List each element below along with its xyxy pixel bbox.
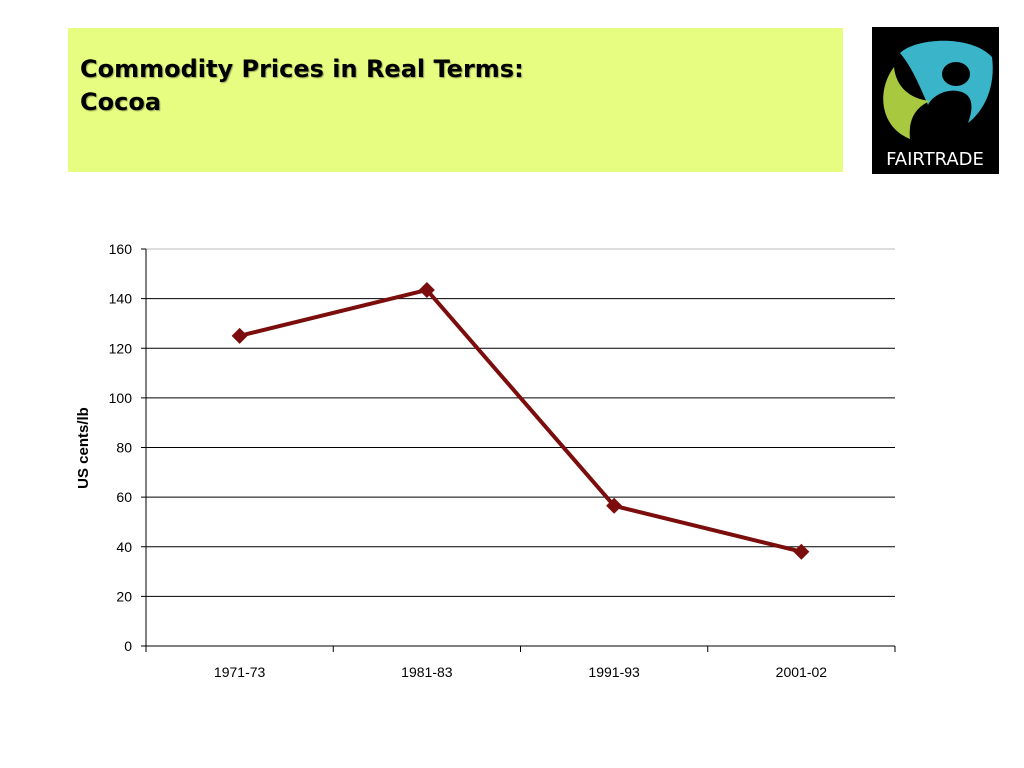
data-point — [418, 281, 435, 298]
fairtrade-mark-icon: FAIRTRADE — [883, 40, 993, 170]
y-tick-label: 40 — [116, 539, 132, 555]
data-point — [793, 543, 810, 560]
title-banner: Commodity Prices in Real Terms: Cocoa — [68, 28, 843, 172]
axes — [141, 248, 896, 652]
y-axis-label: US cents/lb — [75, 407, 92, 489]
data-point — [231, 327, 248, 344]
x-tick-labels: 1971-73 1981-83 1991-93 2001-02 — [214, 664, 827, 680]
slide-title: Commodity Prices in Real Terms: — [80, 55, 524, 83]
x-tick-label: 2001-02 — [776, 664, 828, 680]
fairtrade-logo: FAIRTRADE — [872, 27, 999, 174]
y-tick-label: 20 — [116, 588, 132, 604]
logo-text: FAIRTRADE — [886, 149, 984, 170]
x-tick-label: 1991-93 — [588, 664, 640, 680]
y-tick-label: 0 — [124, 638, 132, 654]
y-tick-label: 140 — [109, 291, 133, 307]
x-tick-label: 1981-83 — [401, 664, 453, 680]
y-tick-label: 80 — [116, 440, 132, 456]
x-tick-label: 1971-73 — [214, 664, 266, 680]
grid — [146, 248, 895, 597]
slide-subtitle: Cocoa — [80, 88, 162, 116]
series-line — [239, 287, 802, 554]
y-tick-label: 160 — [109, 241, 133, 257]
y-tick-labels: 0 20 40 60 80 100 120 140 160 — [109, 241, 133, 654]
series-markers — [231, 281, 810, 560]
data-point — [606, 497, 623, 514]
y-tick-label: 60 — [116, 489, 132, 505]
y-tick-label: 120 — [109, 340, 133, 356]
y-tick-label: 100 — [109, 390, 133, 406]
